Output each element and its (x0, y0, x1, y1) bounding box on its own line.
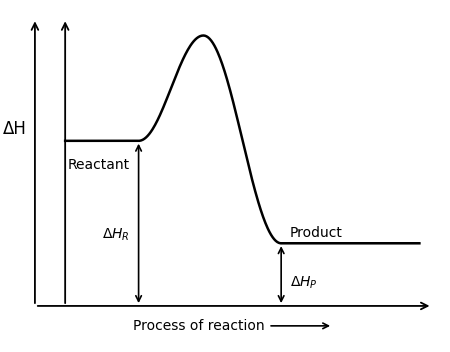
Text: Process of reaction: Process of reaction (133, 319, 265, 333)
Text: $\Delta H_R$: $\Delta H_R$ (102, 227, 130, 243)
Text: Product: Product (290, 226, 343, 240)
Text: Reactant: Reactant (68, 158, 130, 172)
Text: $\Delta H_P$: $\Delta H_P$ (290, 275, 318, 291)
Text: ΔH: ΔH (2, 120, 26, 138)
